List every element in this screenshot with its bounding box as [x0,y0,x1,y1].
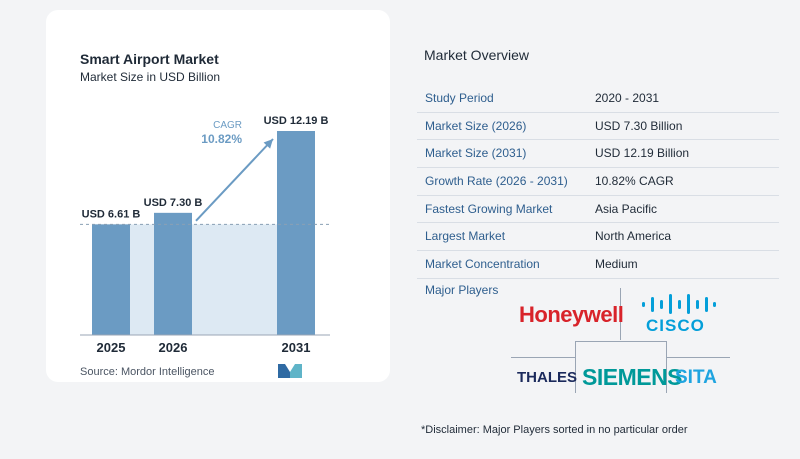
overview-label: Study Period [425,91,494,105]
cisco-bars-icon [642,294,716,314]
overview-value: 2020 - 2031 [595,91,660,105]
source-text: Source: Mordor Intelligence [80,366,215,378]
market-overview-table: Study Period 2020 - 2031 Market Size (20… [417,85,779,279]
bar-value-label: USD 7.30 B [144,197,203,209]
logo-divider [666,341,667,393]
logo-divider [511,357,575,358]
overview-row-study-period: Study Period 2020 - 2031 [417,85,779,113]
overview-row-market-size-2026: Market Size (2026) USD 7.30 Billion [417,113,779,141]
bar-value-label: USD 12.19 B [264,115,329,127]
overview-label: Growth Rate (2026 - 2031) [425,174,568,189]
overview-label: Largest Market [425,229,506,244]
chart-subtitle: Market Size in USD Billion [80,70,221,84]
overview-row-fastest-growing: Fastest Growing Market Asia Pacific [417,196,779,224]
disclaimer-text: *Disclaimer: Major Players sorted in no … [421,424,688,436]
bar-2025 [92,224,130,335]
bar-2026 [154,212,192,335]
mordor-intelligence-logo [278,364,302,378]
siemens-logo: SIEMENS [582,364,683,390]
market-overview-title: Market Overview [424,47,530,63]
logo-divider [575,341,666,342]
logo-divider [666,357,730,358]
thales-logo: THALES [517,369,577,386]
overview-value: Medium [595,257,638,272]
growth-arrow-line [195,138,274,222]
cagr-label: CAGR [213,120,242,131]
overview-value: Asia Pacific [595,201,658,216]
overview-value: USD 12.19 Billion [595,146,690,161]
cisco-logo: CISCO [646,316,705,335]
x-tick-label: 2031 [282,340,311,355]
cagr-value: 10.82% [201,132,242,146]
overview-label: Market Concentration [425,257,540,272]
major-players-label: Major Players [425,283,499,297]
x-tick-label: 2026 [159,340,188,355]
growth-arrow-head [263,139,273,149]
overview-value: 10.82% CAGR [595,174,674,189]
overview-value: North America [595,229,672,244]
logo-divider [620,288,621,340]
honeywell-logo: Honeywell [519,302,624,327]
overview-label: Market Size (2026) [425,118,527,133]
sita-logo: SITA [675,367,717,388]
overview-value: USD 7.30 Billion [595,118,683,133]
overview-row-market-concentration: Market Concentration Medium [417,251,779,279]
overview-label: Fastest Growing Market [425,201,553,216]
logo-divider [575,341,576,393]
chart-title: Smart Airport Market [80,51,219,67]
bar-2031 [277,131,315,335]
overview-row-largest-market: Largest Market North America [417,223,779,252]
overview-label: Market Size (2031) [425,146,527,161]
x-tick-label: 2025 [97,340,126,355]
overview-row-market-size-2031: Market Size (2031) USD 12.19 Billion [417,140,779,169]
overview-row-growth-rate: Growth Rate (2026 - 2031) 10.82% CAGR [417,168,779,196]
bar-value-label: USD 6.61 B [82,208,141,220]
